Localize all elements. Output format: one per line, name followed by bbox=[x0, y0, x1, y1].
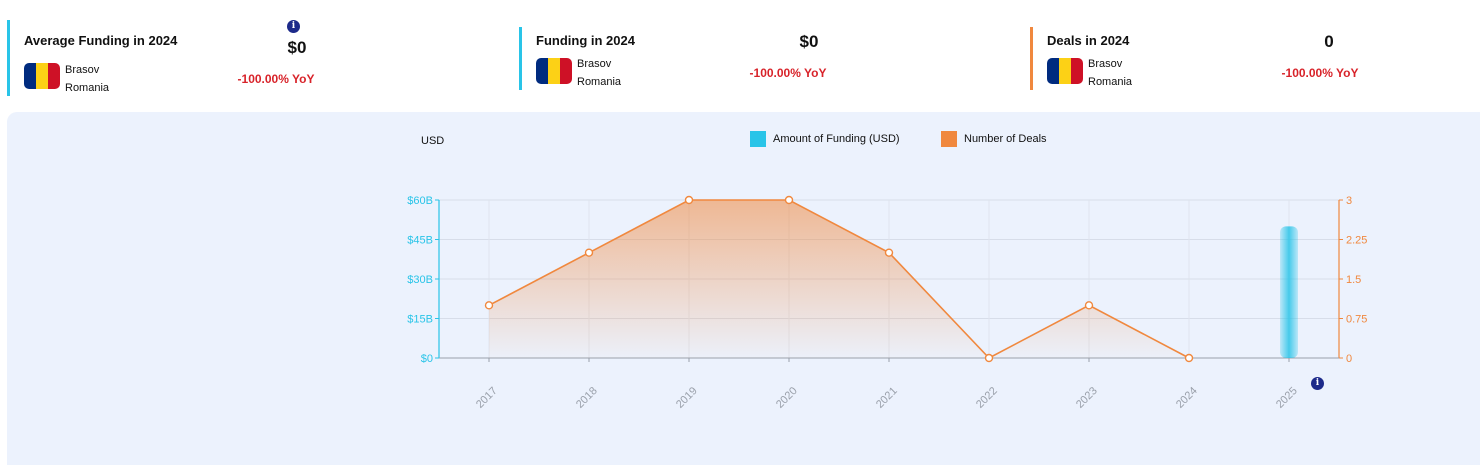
card-accent-bar bbox=[519, 27, 522, 90]
y-left-tick-label: $30B bbox=[407, 274, 433, 286]
card-title: Funding in 2024 bbox=[536, 33, 635, 48]
info-icon[interactable]: i bbox=[287, 20, 300, 33]
funding-bar bbox=[1280, 226, 1298, 358]
y-right-tick-label: 3 bbox=[1346, 195, 1352, 207]
card-yoy: -100.00% YoY bbox=[237, 72, 315, 86]
card-city: Brasov bbox=[65, 64, 100, 76]
card-yoy: -100.00% YoY bbox=[1281, 66, 1359, 80]
card-funding: Funding in 2024 Brasov Romania $0 -100.0… bbox=[519, 27, 849, 90]
card-country: Romania bbox=[65, 82, 110, 94]
legend-label-deals: Number of Deals bbox=[964, 133, 1047, 145]
card-value: 0 bbox=[1324, 32, 1334, 51]
deals-point bbox=[884, 248, 894, 257]
legend-funding[interactable]: Amount of Funding (USD) bbox=[750, 131, 900, 147]
y-right-tick-label: 2.25 bbox=[1346, 235, 1367, 247]
x-tick-label: 2017 bbox=[474, 385, 500, 411]
x-tick-label: 2020 bbox=[774, 385, 800, 411]
deals-point bbox=[484, 301, 494, 310]
deals-point bbox=[984, 353, 994, 363]
card-accent-bar bbox=[7, 20, 10, 96]
deals-point bbox=[1184, 353, 1194, 363]
romania-flag-icon bbox=[1047, 58, 1083, 84]
romania-flag-icon bbox=[24, 63, 60, 89]
y-left-tick-label: $60B bbox=[407, 195, 433, 207]
card-city: Brasov bbox=[577, 58, 612, 70]
card-city: Brasov bbox=[1088, 58, 1123, 70]
deals-area bbox=[489, 200, 1189, 358]
legend-deals[interactable]: Number of Deals bbox=[941, 131, 1047, 147]
x-tick-label: 2021 bbox=[874, 385, 900, 411]
deals-line bbox=[488, 199, 1190, 359]
x-tick-label: 2018 bbox=[574, 385, 600, 411]
y-right-tick-label: 0 bbox=[1346, 353, 1352, 365]
card-title: Deals in 2024 bbox=[1047, 33, 1130, 48]
card-yoy: -100.00% YoY bbox=[749, 66, 827, 80]
deals-point bbox=[784, 195, 794, 205]
x-tick-label: 2023 bbox=[1074, 385, 1100, 411]
card-deals: Deals in 2024 Brasov Romania 0 -100.00% … bbox=[1030, 27, 1360, 90]
card-accent-bar bbox=[1030, 27, 1033, 90]
y-right-tick-label: 1.5 bbox=[1346, 274, 1361, 286]
card-title: Average Funding in 2024 bbox=[24, 33, 178, 48]
card-value: $0 bbox=[287, 38, 307, 57]
x-tick-label: 2022 bbox=[974, 385, 1000, 411]
y-left-tick-label: $45B bbox=[407, 235, 433, 247]
y-left-tick-label: $0 bbox=[421, 353, 433, 365]
y-right-tick-label: 0.75 bbox=[1346, 314, 1367, 326]
deals-point bbox=[684, 195, 694, 205]
y-left-tick-label: $15B bbox=[407, 314, 433, 326]
deals-point bbox=[584, 248, 594, 257]
x-tick-label: 2024 bbox=[1174, 385, 1200, 411]
romania-flag-icon bbox=[536, 58, 572, 84]
info-icon[interactable]: i bbox=[1311, 377, 1324, 390]
deals-point bbox=[1084, 301, 1094, 310]
x-tick-label: 2019 bbox=[674, 385, 700, 411]
card-country: Romania bbox=[1088, 76, 1133, 88]
card-value: $0 bbox=[799, 32, 819, 51]
legend-label-funding: Amount of Funding (USD) bbox=[773, 133, 900, 145]
legend-swatch-funding bbox=[750, 131, 766, 147]
legend-swatch-deals bbox=[941, 131, 957, 147]
chart-unit-label: USD bbox=[421, 135, 445, 147]
card-average-funding: Average Funding in 2024 Brasov Romania $… bbox=[7, 20, 337, 96]
x-tick-label: 2025 bbox=[1274, 385, 1300, 411]
card-country: Romania bbox=[577, 76, 622, 88]
